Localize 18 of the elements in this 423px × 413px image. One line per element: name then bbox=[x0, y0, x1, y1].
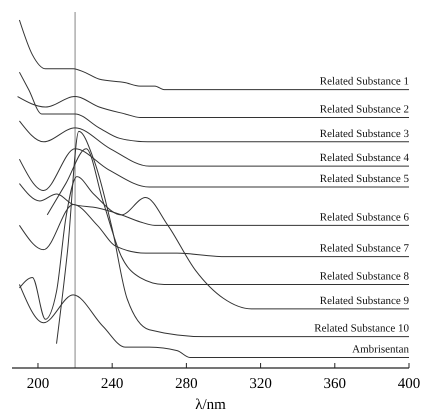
x-axis-title: λ/nm bbox=[195, 397, 226, 413]
series-label: Related Substance 8 bbox=[320, 270, 410, 282]
series-label: Related Substance 3 bbox=[320, 128, 410, 140]
x-tick-label: 200 bbox=[26, 376, 50, 392]
x-tick-label: 240 bbox=[100, 376, 124, 392]
series-label: Related Substance 1 bbox=[320, 76, 409, 88]
series-label: Ambrisentan bbox=[352, 344, 410, 356]
x-tick-label: 360 bbox=[324, 376, 346, 392]
x-tick-label: 280 bbox=[175, 376, 198, 392]
series-label: Related Substance 2 bbox=[320, 103, 409, 116]
series-label: Related Substance 9 bbox=[320, 294, 410, 307]
series-label: Related Substance 5 bbox=[320, 173, 410, 186]
series-label: Related Substance 10 bbox=[314, 322, 410, 335]
x-tick-label: 320 bbox=[249, 376, 272, 392]
series-label: Related Substance 4 bbox=[320, 152, 410, 164]
x-tick-label: 400 bbox=[398, 376, 420, 392]
series-label: Related Substance 7 bbox=[320, 242, 410, 255]
series-label: Related Substance 6 bbox=[320, 211, 410, 224]
